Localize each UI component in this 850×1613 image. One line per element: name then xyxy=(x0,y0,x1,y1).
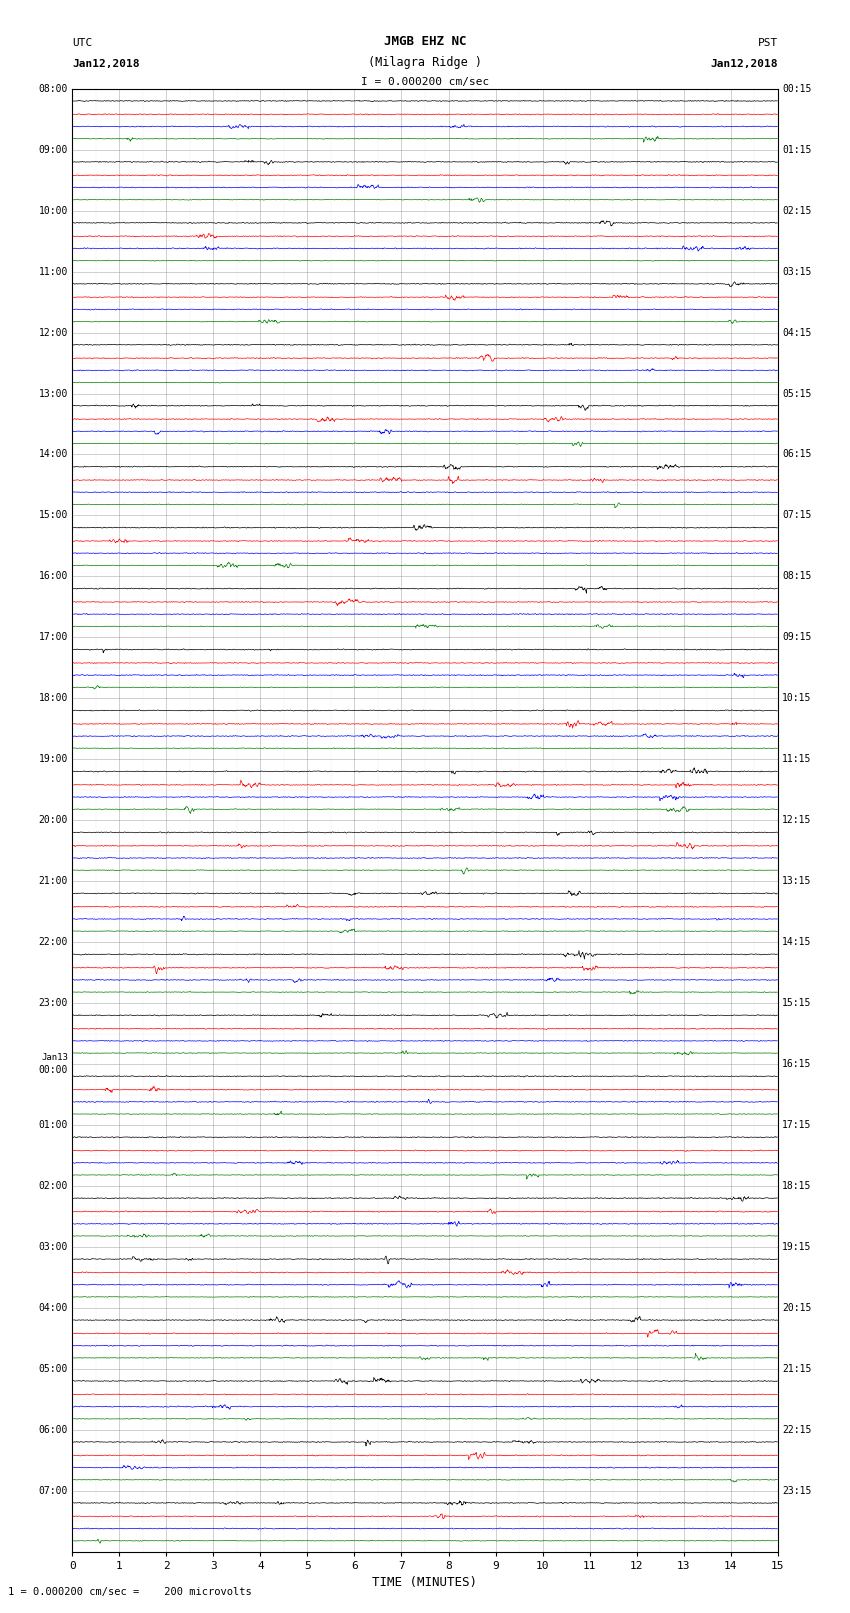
Text: 21:15: 21:15 xyxy=(782,1365,812,1374)
Text: 01:15: 01:15 xyxy=(782,145,812,155)
Text: 17:00: 17:00 xyxy=(38,632,68,642)
Text: 00:15: 00:15 xyxy=(782,84,812,94)
Text: 15:15: 15:15 xyxy=(782,998,812,1008)
Text: 07:15: 07:15 xyxy=(782,510,812,521)
Text: 20:15: 20:15 xyxy=(782,1303,812,1313)
Text: 08:00: 08:00 xyxy=(38,84,68,94)
Text: (Milagra Ridge ): (Milagra Ridge ) xyxy=(368,56,482,69)
Text: 09:00: 09:00 xyxy=(38,145,68,155)
Text: I = 0.000200 cm/sec: I = 0.000200 cm/sec xyxy=(361,77,489,87)
Text: 02:00: 02:00 xyxy=(38,1181,68,1190)
Text: 01:00: 01:00 xyxy=(38,1119,68,1131)
Text: 13:00: 13:00 xyxy=(38,389,68,398)
Text: 07:00: 07:00 xyxy=(38,1486,68,1495)
Text: 04:00: 04:00 xyxy=(38,1303,68,1313)
Text: 17:15: 17:15 xyxy=(782,1119,812,1131)
Text: 21:00: 21:00 xyxy=(38,876,68,886)
Text: Jan13: Jan13 xyxy=(41,1053,68,1061)
Text: 15:00: 15:00 xyxy=(38,510,68,521)
Text: 16:00: 16:00 xyxy=(38,571,68,581)
Text: 03:00: 03:00 xyxy=(38,1242,68,1252)
Text: 20:00: 20:00 xyxy=(38,815,68,826)
Text: 14:00: 14:00 xyxy=(38,450,68,460)
Text: 18:15: 18:15 xyxy=(782,1181,812,1190)
Text: 11:15: 11:15 xyxy=(782,755,812,765)
Text: 10:00: 10:00 xyxy=(38,205,68,216)
Text: 23:15: 23:15 xyxy=(782,1486,812,1495)
Text: 10:15: 10:15 xyxy=(782,694,812,703)
Text: 22:15: 22:15 xyxy=(782,1424,812,1436)
Text: 12:15: 12:15 xyxy=(782,815,812,826)
Text: 05:15: 05:15 xyxy=(782,389,812,398)
Text: 05:00: 05:00 xyxy=(38,1365,68,1374)
Text: 02:15: 02:15 xyxy=(782,205,812,216)
Text: 00:00: 00:00 xyxy=(38,1066,68,1076)
Text: 19:00: 19:00 xyxy=(38,755,68,765)
Text: 12:00: 12:00 xyxy=(38,327,68,337)
Text: 16:15: 16:15 xyxy=(782,1060,812,1069)
Text: 06:00: 06:00 xyxy=(38,1424,68,1436)
X-axis label: TIME (MINUTES): TIME (MINUTES) xyxy=(372,1576,478,1589)
Text: UTC: UTC xyxy=(72,39,93,48)
Text: 06:15: 06:15 xyxy=(782,450,812,460)
Text: 22:00: 22:00 xyxy=(38,937,68,947)
Text: 19:15: 19:15 xyxy=(782,1242,812,1252)
Text: 09:15: 09:15 xyxy=(782,632,812,642)
Text: 13:15: 13:15 xyxy=(782,876,812,886)
Text: Jan12,2018: Jan12,2018 xyxy=(711,60,778,69)
Text: 08:15: 08:15 xyxy=(782,571,812,581)
Text: 1 = 0.000200 cm/sec =    200 microvolts: 1 = 0.000200 cm/sec = 200 microvolts xyxy=(8,1587,252,1597)
Text: 23:00: 23:00 xyxy=(38,998,68,1008)
Text: JMGB EHZ NC: JMGB EHZ NC xyxy=(383,35,467,48)
Text: 11:00: 11:00 xyxy=(38,266,68,276)
Text: Jan12,2018: Jan12,2018 xyxy=(72,60,139,69)
Text: 03:15: 03:15 xyxy=(782,266,812,276)
Text: 14:15: 14:15 xyxy=(782,937,812,947)
Text: 04:15: 04:15 xyxy=(782,327,812,337)
Text: PST: PST xyxy=(757,39,778,48)
Text: 18:00: 18:00 xyxy=(38,694,68,703)
